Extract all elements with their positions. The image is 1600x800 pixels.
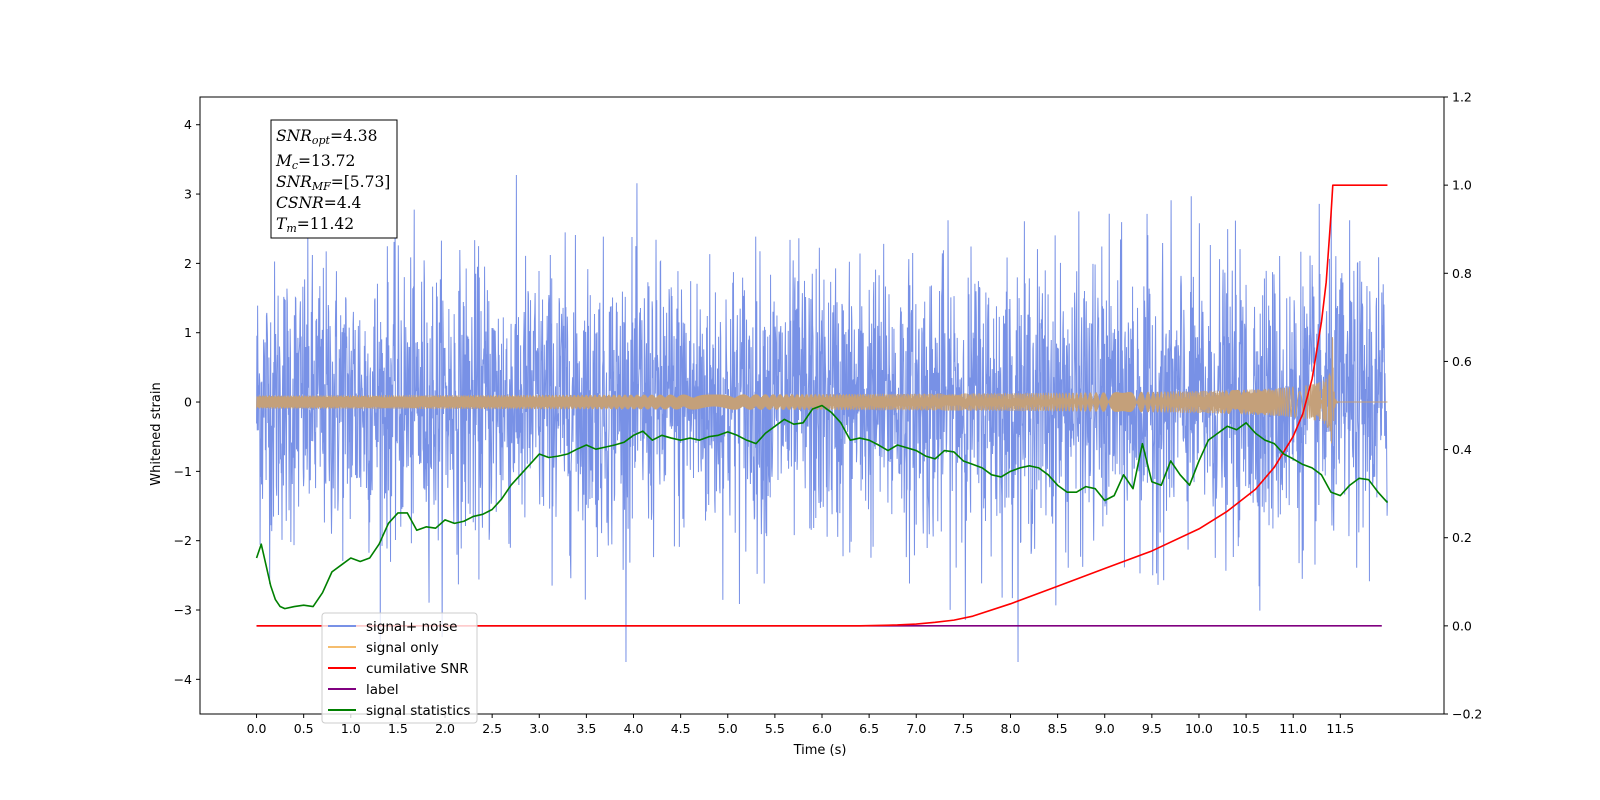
legend-label-signal-statistics: signal statistics (366, 703, 470, 719)
legend-box (321, 612, 478, 724)
y2-tick-label: 1.0 (1452, 178, 1472, 193)
y-tick-label: −1 (174, 464, 192, 479)
x-tick-label: 7.5 (953, 721, 973, 736)
y-tick-label: −2 (174, 533, 192, 548)
series-signal-statistics (255, 404, 1389, 610)
x-tick-label: 3.0 (529, 721, 549, 736)
x-tick-label: 3.5 (576, 721, 596, 736)
y2-tick-label: −0.2 (1452, 707, 1482, 722)
annotation-mc: Mc=13.72 (275, 152, 355, 172)
series-signal-noise (256, 174, 1388, 663)
y-tick-label: 2 (184, 256, 192, 271)
annotation-snr-opt: SNRopt=4.38 (276, 127, 377, 147)
y-tick-label: 3 (184, 187, 192, 202)
legend-label-signal-noise: signal+ noise (366, 619, 457, 635)
x-tick-label: 2.0 (435, 721, 455, 736)
x-tick-label: 8.5 (1048, 721, 1068, 736)
x-tick-label: 8.0 (1001, 721, 1021, 736)
y-tick-label: 0 (184, 395, 192, 410)
x-tick-label: 0.5 (294, 721, 314, 736)
y-tick-label: −4 (174, 672, 192, 687)
y2-tick-label: 0.0 (1452, 618, 1472, 633)
annotation-box: SNRopt=4.38 Mc=13.72 SNRMF=[5.73] CSNR=4… (270, 119, 398, 239)
series-signal-only (256, 337, 1388, 444)
ticks-layer: 0.0 0.5 1.0 1.5 2.0 2.5 3.0 3.5 4.0 4.5 5.0 5.5 6.0 6… (174, 90, 1483, 737)
y2-tick-label: 1.2 (1452, 90, 1472, 105)
x-tick-label: 5.5 (765, 721, 785, 736)
y2-tick-label: 0.6 (1452, 354, 1472, 369)
x-tick-label: 7.0 (906, 721, 926, 736)
x-tick-label: 11.0 (1279, 721, 1307, 736)
y2-tick-label: 0.8 (1452, 266, 1472, 281)
x-tick-label: 6.5 (859, 721, 879, 736)
annotation-tm: Tm=11.42 (276, 215, 354, 235)
y2-tick-label: 0.4 (1452, 442, 1472, 457)
y-axis-title: Whitened strain (149, 382, 164, 485)
x-tick-label: 2.5 (482, 721, 502, 736)
x-tick-label: 5.0 (718, 721, 738, 736)
annotation-snr-mf: SNRMF=[5.73] (276, 173, 390, 193)
x-tick-label: 9.0 (1095, 721, 1115, 736)
legend-label-signal-only: signal only (366, 640, 439, 656)
legend-label-label: label (366, 682, 399, 698)
x-axis-title: Time (s) (793, 743, 847, 758)
x-tick-label: 9.5 (1142, 721, 1162, 736)
x-tick-label: 1.0 (341, 721, 361, 736)
legend: signal+ noise signal only cumilative SNR… (321, 612, 478, 724)
y2-tick-label: 0.2 (1452, 530, 1472, 545)
series-cumilative-snr (256, 184, 1388, 627)
x-tick-label: 6.0 (812, 721, 832, 736)
legend-label-cumilative-snr: cumilative SNR (366, 661, 469, 677)
annotation-csnr: CSNR=4.4 (276, 194, 361, 212)
x-tick-label: 10.0 (1185, 721, 1213, 736)
x-tick-label: 4.5 (671, 721, 691, 736)
x-tick-label: 1.5 (388, 721, 408, 736)
y-tick-label: 1 (184, 325, 192, 340)
x-tick-label: 11.5 (1326, 721, 1354, 736)
series-layer (255, 174, 1389, 663)
x-tick-label: 10.5 (1232, 721, 1260, 736)
x-tick-label: 4.0 (624, 721, 644, 736)
y-tick-label: 4 (184, 117, 192, 132)
x-tick-label: 0.0 (247, 721, 267, 736)
y-tick-label: −3 (174, 603, 192, 618)
